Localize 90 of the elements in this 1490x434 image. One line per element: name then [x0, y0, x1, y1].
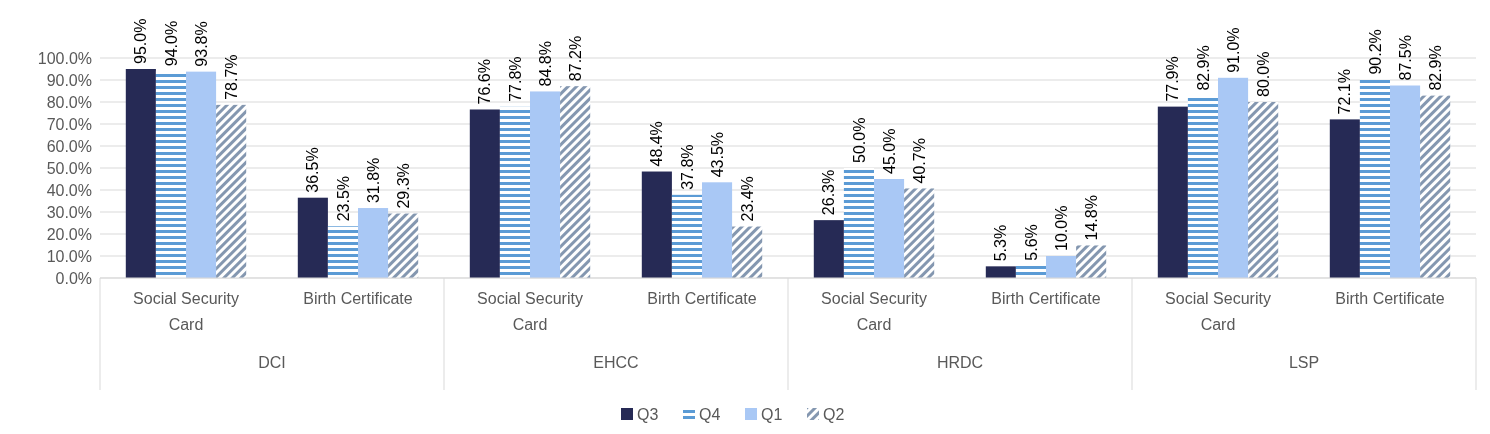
data-label: 77.8% — [506, 56, 524, 102]
bar — [327, 226, 358, 278]
data-label: 5.3% — [992, 224, 1010, 262]
x-tick-label: Social Security Card — [133, 290, 239, 333]
data-label: 90.2% — [1366, 29, 1384, 75]
data-label: 48.4% — [648, 121, 666, 167]
data-label: 94.0% — [162, 20, 180, 67]
data-label: 37.8% — [678, 144, 696, 190]
data-label: 72.1% — [1336, 69, 1354, 115]
y-tick-label: 20.0% — [46, 225, 92, 243]
bar — [874, 179, 905, 278]
y-tick-label: 80.0% — [46, 93, 92, 111]
bar — [813, 220, 844, 278]
bar — [843, 168, 874, 278]
data-label: 40.7% — [910, 138, 928, 184]
text: DCI — [258, 354, 286, 371]
data-label: 82.9% — [1426, 45, 1444, 91]
y-tick-label: 50.0% — [46, 159, 92, 177]
data-label: 43.5% — [708, 131, 726, 178]
bar — [1329, 119, 1360, 278]
legend-label: Q3 — [637, 405, 659, 423]
bar — [904, 188, 935, 278]
y-tick-label: 0.0% — [55, 269, 92, 287]
text: LSP — [1288, 354, 1320, 371]
bar — [1390, 85, 1421, 278]
data-label: 80.0% — [1254, 51, 1272, 97]
x-tick-label: Birth Certificate — [991, 290, 1101, 307]
data-label: 45.0% — [880, 128, 898, 174]
data-label: 76.6% — [476, 59, 494, 105]
y-tick-label: 60.0% — [46, 137, 92, 155]
bar — [560, 86, 591, 278]
bar — [216, 104, 247, 278]
data-label: 31.8% — [364, 157, 382, 204]
x-tick-label: Social Security Card — [1165, 290, 1271, 333]
data-label: 87.2% — [566, 35, 584, 82]
bar — [1218, 77, 1249, 278]
text: HRDC — [936, 354, 984, 371]
bar — [155, 71, 186, 278]
legend-label: Q4 — [699, 405, 721, 423]
data-label: 26.3% — [820, 169, 838, 216]
data-label: 91.0% — [1224, 27, 1242, 73]
bar — [702, 182, 733, 278]
bar — [1076, 245, 1107, 278]
bar — [388, 213, 419, 278]
x-tick-label: Social Security Card — [477, 290, 583, 333]
bar — [1046, 256, 1077, 278]
bar — [1157, 106, 1188, 278]
x-tick-label: Birth Certificate — [1335, 290, 1445, 307]
bar — [499, 106, 530, 278]
data-label: 78.7% — [222, 54, 240, 100]
bar — [641, 171, 672, 278]
legend-label: Q2 — [823, 405, 845, 423]
bar — [125, 69, 156, 278]
bar — [732, 226, 763, 278]
bar — [1187, 95, 1218, 278]
data-label: 87.5% — [1396, 35, 1414, 81]
y-tick-label: 100.0% — [37, 49, 92, 67]
data-label: 36.5% — [304, 147, 322, 193]
data-label: 23.5% — [334, 175, 352, 222]
x-tick-label: Social Security Card — [821, 290, 927, 333]
bar — [1359, 79, 1390, 278]
text: EHCC — [593, 354, 639, 371]
data-label: 10.0% — [1052, 205, 1070, 251]
data-label: 29.3% — [394, 163, 412, 209]
x-tick-label: Birth Certificate — [647, 290, 757, 307]
data-label: 77.9% — [1164, 56, 1182, 102]
bar — [1420, 95, 1451, 278]
bar — [469, 109, 500, 278]
y-tick-label: 10.0% — [46, 247, 92, 265]
legend-label: Q1 — [761, 405, 783, 423]
y-tick-label: 30.0% — [46, 203, 92, 221]
y-tick-label: 90.0% — [46, 71, 92, 89]
bar — [297, 197, 328, 278]
bar — [358, 208, 389, 278]
bar — [1248, 102, 1279, 278]
y-tick-label: 70.0% — [46, 115, 92, 133]
data-label: 93.8% — [192, 21, 210, 67]
y-tick-label: 40.0% — [46, 181, 92, 199]
data-label: 14.8% — [1082, 195, 1100, 241]
data-label: 23.4% — [738, 176, 756, 222]
bar — [985, 266, 1016, 278]
data-label: 50.0% — [850, 117, 868, 163]
data-label: 84.8% — [536, 41, 554, 87]
bar — [671, 194, 702, 278]
data-label: 82.9% — [1194, 45, 1212, 91]
data-label: 5.6% — [1022, 224, 1040, 261]
bar — [186, 71, 217, 278]
bar — [530, 91, 561, 278]
data-label: 95.0% — [132, 18, 150, 64]
x-tick-label: Birth Certificate — [303, 290, 413, 307]
